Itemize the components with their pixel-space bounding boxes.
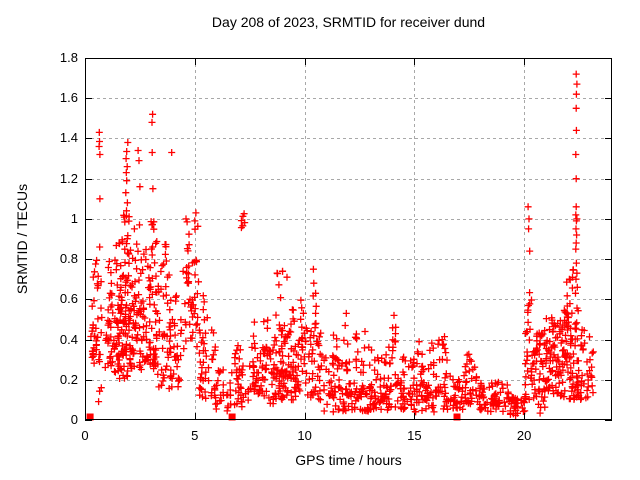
y-tick-label: 1.8: [59, 50, 78, 65]
zero-square-marker: [228, 413, 236, 421]
x-tick-label: 20: [516, 428, 532, 443]
y-tick-label: 0.2: [59, 371, 78, 387]
zero-square-marker: [86, 413, 94, 421]
x-tick-label: 0: [81, 428, 89, 443]
y-tick-label: 0.6: [59, 291, 78, 307]
y-tick-label: 0.8: [59, 251, 78, 267]
chart-title: Day 208 of 2023, SRMTID for receiver dun…: [211, 14, 486, 30]
y-tick-label: 0.4: [59, 331, 78, 347]
y-tick-label: 0: [70, 412, 78, 427]
x-tick-label: 5: [191, 428, 199, 443]
x-tick-label: 10: [297, 428, 312, 443]
y-tick-label: 1.4: [59, 130, 78, 146]
plot-border: [85, 58, 612, 420]
y-tick-label: 1.6: [59, 90, 78, 106]
y-axis-label: SRMTID / TECUs: [14, 183, 30, 295]
x-axis-label: GPS time / hours: [295, 452, 402, 468]
x-tick-label: 15: [407, 428, 422, 443]
y-tick-label: 1.2: [59, 170, 78, 186]
axis-ticks: [85, 58, 612, 421]
scatter-points: [87, 70, 597, 419]
zero-square-marker: [453, 413, 461, 421]
grid-lines: [85, 58, 612, 420]
y-tick-label: 1: [70, 210, 78, 226]
